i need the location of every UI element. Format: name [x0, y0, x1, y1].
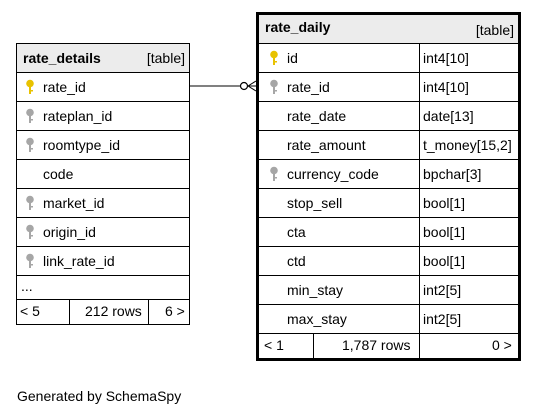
- table-name: rate_details: [23, 50, 101, 66]
- table-kind: [table]: [475, 22, 514, 38]
- column-row[interactable]: roomtype_id: [17, 131, 189, 160]
- column-row[interactable]: id int4[10]: [259, 44, 518, 73]
- column-row[interactable]: link_rate_id: [17, 247, 189, 276]
- row-count: 212 rows: [85, 303, 142, 319]
- column-row[interactable]: rate_date date[13]: [259, 102, 518, 131]
- column-row[interactable]: market_id: [17, 189, 189, 218]
- column-name: stop_sell: [287, 195, 343, 211]
- column-type: int2[5]: [419, 276, 461, 304]
- table-footer: < 5 212 rows 6 >: [17, 300, 189, 324]
- foreign-key-icon: [24, 137, 36, 153]
- column-type: bool[1]: [419, 189, 465, 217]
- table-header: rate_daily [table]: [259, 15, 518, 44]
- column-type: t_money[15,2]: [419, 131, 512, 159]
- foreign-key-icon: [24, 253, 36, 269]
- table-rate-details[interactable]: rate_details [table] rate_id rateplan_id r…: [16, 43, 190, 325]
- column-name: currency_code: [287, 166, 379, 182]
- row-count: 1,787 rows: [342, 337, 411, 353]
- column-row[interactable]: origin_id: [17, 218, 189, 247]
- column-name: rate_amount: [287, 137, 366, 153]
- column-row[interactable]: code: [17, 160, 189, 189]
- table-rate-daily[interactable]: rate_daily [table] id int4[10] rate_id int4…: [256, 12, 521, 361]
- column-name: rate_id: [43, 79, 86, 95]
- children-count: 6 >: [165, 303, 185, 319]
- column-name: origin_id: [43, 224, 96, 240]
- column-row[interactable]: currency_code bpchar[3]: [259, 160, 518, 189]
- column-name: ctd: [287, 253, 306, 269]
- column-type: int2[5]: [419, 305, 461, 333]
- column-name: rate_id: [287, 79, 330, 95]
- column-name: min_stay: [287, 282, 344, 298]
- column-type: bool[1]: [419, 247, 465, 275]
- primary-key-icon: [24, 79, 36, 95]
- column-type: date[13]: [419, 102, 474, 130]
- more-columns: ...: [17, 276, 189, 300]
- column-row[interactable]: ctd bool[1]: [259, 247, 518, 276]
- column-row[interactable]: cta bool[1]: [259, 218, 518, 247]
- column-row[interactable]: rate_id int4[10]: [259, 73, 518, 102]
- column-name: max_stay: [287, 311, 347, 327]
- column-row[interactable]: stop_sell bool[1]: [259, 189, 518, 218]
- column-name: cta: [287, 224, 306, 240]
- column-name: code: [43, 166, 74, 182]
- column-row[interactable]: rateplan_id: [17, 102, 189, 131]
- column-name: rate_date: [287, 108, 347, 124]
- column-name: rateplan_id: [43, 108, 113, 124]
- column-type: int4[10]: [419, 73, 469, 101]
- table-kind: [table]: [146, 50, 185, 66]
- parents-count: < 5: [20, 303, 40, 319]
- table-footer: < 1 1,787 rows 0 >: [259, 334, 518, 358]
- column-name: market_id: [43, 195, 105, 211]
- column-type: bpchar[3]: [419, 160, 481, 188]
- column-type: int4[10]: [419, 44, 469, 72]
- foreign-key-icon: [268, 166, 280, 182]
- column-type: bool[1]: [419, 218, 465, 246]
- column-row[interactable]: rate_amount t_money[15,2]: [259, 131, 518, 160]
- foreign-key-icon: [24, 195, 36, 211]
- column-name: link_rate_id: [43, 253, 115, 269]
- primary-key-icon: [268, 50, 280, 66]
- column-row[interactable]: max_stay int2[5]: [259, 305, 518, 334]
- children-count: 0 >: [492, 337, 512, 353]
- generated-by-label: Generated by SchemaSpy: [17, 388, 182, 404]
- column-row[interactable]: rate_id: [17, 73, 189, 102]
- column-name: id: [287, 50, 298, 66]
- column-name: roomtype_id: [43, 137, 121, 153]
- parents-count: < 1: [264, 337, 284, 353]
- table-name: rate_daily: [265, 19, 331, 35]
- foreign-key-icon: [268, 79, 280, 95]
- foreign-key-icon: [24, 224, 36, 240]
- table-header: rate_details [table]: [17, 44, 189, 73]
- foreign-key-icon: [24, 108, 36, 124]
- column-row[interactable]: min_stay int2[5]: [259, 276, 518, 305]
